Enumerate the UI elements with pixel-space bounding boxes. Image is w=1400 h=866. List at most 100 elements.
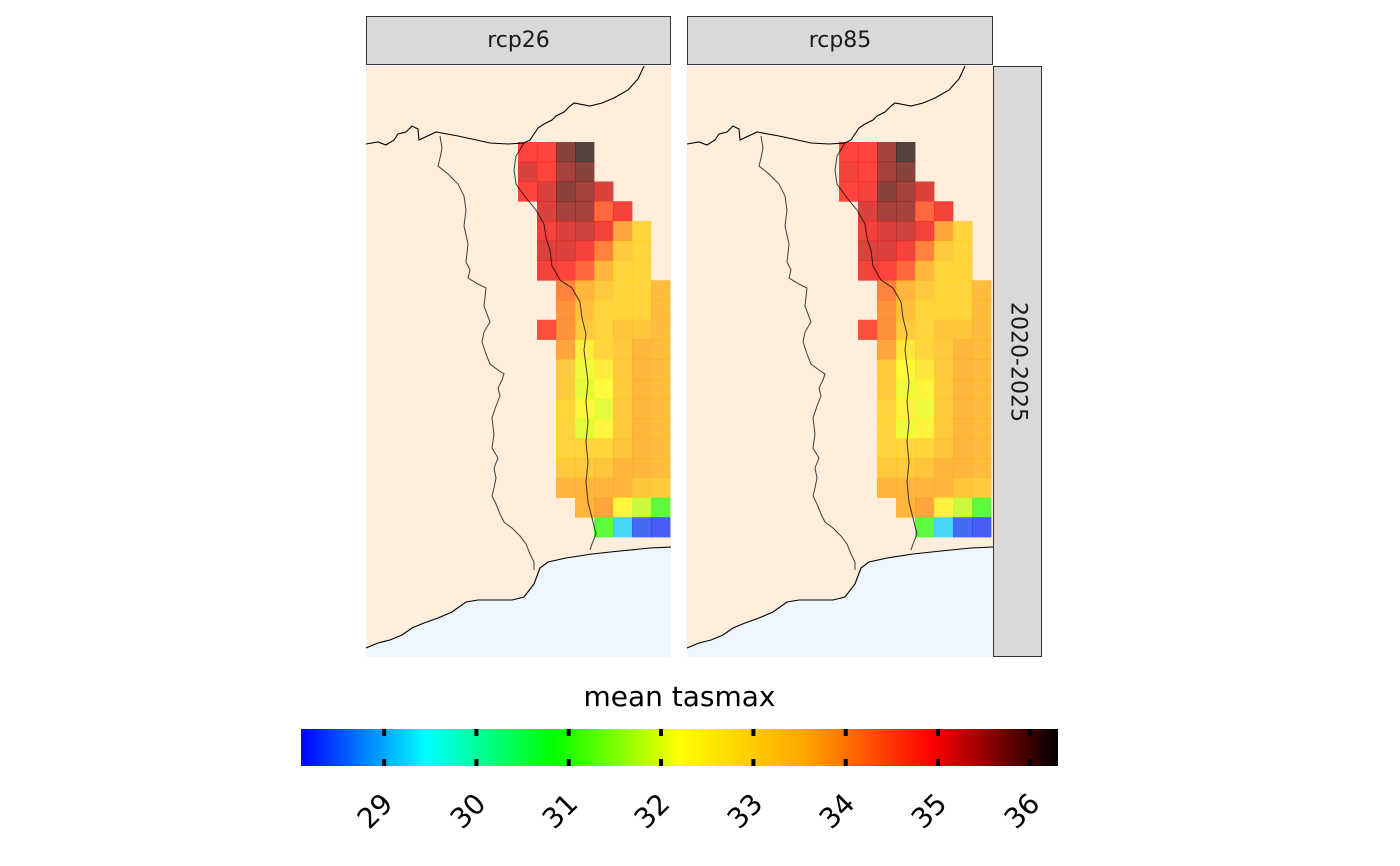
grid-cell <box>556 359 576 380</box>
grid-cell <box>594 477 614 498</box>
grid-cell <box>896 221 916 242</box>
grid-cell <box>613 240 633 261</box>
grid-cell <box>556 201 576 222</box>
grid-cell <box>632 319 652 340</box>
east-border <box>834 142 918 551</box>
grid-cell <box>953 260 973 281</box>
grid-cell <box>556 398 576 419</box>
grid-cell <box>915 300 935 321</box>
grid-cell <box>915 280 935 301</box>
grid-cell <box>915 517 935 538</box>
grid-cell <box>518 161 538 182</box>
grid-cell <box>953 497 973 518</box>
grid-cell <box>858 260 878 281</box>
colorbar-tick <box>843 759 848 766</box>
grid-cell <box>651 458 671 479</box>
colorbar-tick-label: 32 <box>628 786 677 836</box>
grid-cell <box>915 497 935 518</box>
grid-cell <box>594 260 614 281</box>
grid-cell <box>556 438 576 459</box>
grid-cell <box>651 398 671 419</box>
grid-cell <box>613 477 633 498</box>
grid-cell <box>877 240 897 261</box>
grid-cell <box>632 280 652 301</box>
grid-cell <box>896 300 916 321</box>
grid-cell <box>915 339 935 360</box>
grid-cell <box>632 379 652 400</box>
grid-cell <box>575 359 595 380</box>
east-border <box>513 142 597 551</box>
grid-cell <box>934 379 954 400</box>
grid-cell <box>632 458 652 479</box>
grid-cell <box>915 398 935 419</box>
grid-cell <box>594 201 614 222</box>
grid-cell <box>972 438 992 459</box>
legend-title: mean tasmax <box>583 680 776 713</box>
grid-cell <box>594 398 614 419</box>
grid-cell <box>651 477 671 498</box>
grid-cell <box>953 418 973 439</box>
grid-cell <box>613 497 633 518</box>
grid-cell <box>613 339 633 360</box>
colorbar-tick-label: 34 <box>812 786 862 836</box>
map-panel-rcp85 <box>687 66 993 657</box>
grid-cell <box>934 477 954 498</box>
grid-cell <box>877 398 897 419</box>
grid-cell <box>575 418 595 439</box>
grid-cell <box>877 319 897 340</box>
grid-cell <box>896 161 916 182</box>
grid-cell <box>896 201 916 222</box>
grid-cell <box>896 339 916 360</box>
grid-cell <box>877 418 897 439</box>
grid-cell <box>594 240 614 261</box>
grid-cell <box>537 181 557 202</box>
grid-cell <box>915 379 935 400</box>
sea-area <box>687 547 993 657</box>
colorbar-tick <box>751 759 756 766</box>
grid-cell <box>651 280 671 301</box>
grid-cell <box>953 359 973 380</box>
grid-cell <box>858 161 878 182</box>
colorbar-tick-label: 35 <box>905 786 954 836</box>
grid-cell <box>575 280 595 301</box>
grid-cell <box>632 260 652 281</box>
grid-cell <box>934 319 954 340</box>
grid-cell <box>632 398 652 419</box>
grid-cell <box>896 260 916 281</box>
grid-cell <box>537 240 557 261</box>
coastline <box>366 546 671 649</box>
grid-cell <box>972 517 992 538</box>
colorbar-tick <box>936 729 940 736</box>
grid-cell <box>915 438 935 459</box>
grid-cell <box>613 379 633 400</box>
colorbar-tick-label: 36 <box>997 786 1046 836</box>
grid-cell <box>915 418 935 439</box>
grid-cell <box>953 398 973 419</box>
grid-cell <box>651 319 671 340</box>
grid-cell <box>972 280 992 301</box>
grid-cell <box>632 438 652 459</box>
facet-label-rcp26: rcp26 <box>487 28 550 53</box>
grid-cell <box>953 339 973 360</box>
sea-area <box>366 547 671 657</box>
west-border <box>758 135 856 570</box>
grid-cell <box>613 418 633 439</box>
grid-cell <box>594 339 614 360</box>
grid-cell <box>575 142 595 163</box>
grid-cell <box>934 517 954 538</box>
grid-cell <box>537 319 557 340</box>
grid-cell <box>953 300 973 321</box>
grid-cell <box>934 260 954 281</box>
grid-cell <box>632 240 652 261</box>
map-svg-rcp85 <box>687 66 993 657</box>
grid-cell <box>896 477 916 498</box>
grid-cell <box>651 300 671 321</box>
grid-cell <box>594 438 614 459</box>
grid-cell <box>972 398 992 419</box>
grid-cell <box>896 280 916 301</box>
grid-cell <box>877 201 897 222</box>
grid-cell <box>953 477 973 498</box>
grid-cell <box>575 398 595 419</box>
grid-cell <box>915 477 935 498</box>
grid-cell <box>613 458 633 479</box>
